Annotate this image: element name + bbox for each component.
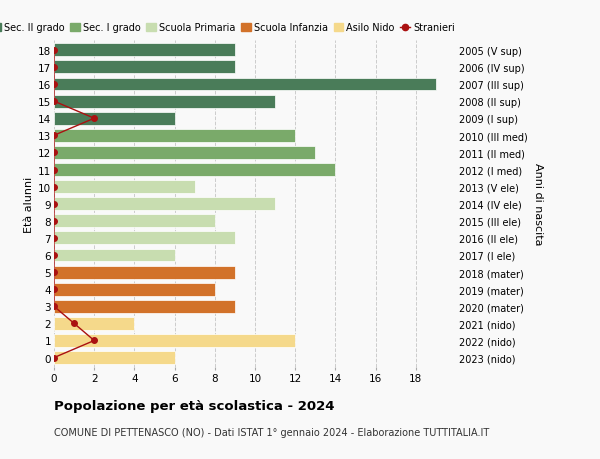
Bar	[54, 334, 295, 347]
Y-axis label: Anni di nascita: Anni di nascita	[533, 163, 543, 246]
Bar	[54, 249, 175, 262]
Legend: Sec. II grado, Sec. I grado, Scuola Primaria, Scuola Infanzia, Asilo Nido, Stran: Sec. II grado, Sec. I grado, Scuola Prim…	[0, 23, 455, 33]
Bar	[54, 129, 295, 142]
Bar	[54, 112, 175, 125]
Bar	[54, 164, 335, 177]
Bar	[54, 147, 316, 159]
Y-axis label: Età alunni: Età alunni	[24, 176, 34, 232]
Text: Popolazione per età scolastica - 2024: Popolazione per età scolastica - 2024	[54, 399, 335, 412]
Bar	[54, 95, 275, 108]
Bar	[54, 215, 215, 228]
Bar	[54, 352, 175, 364]
Text: COMUNE DI PETTENASCO (NO) - Dati ISTAT 1° gennaio 2024 - Elaborazione TUTTITALIA: COMUNE DI PETTENASCO (NO) - Dati ISTAT 1…	[54, 427, 489, 437]
Bar	[54, 181, 195, 194]
Bar	[54, 317, 134, 330]
Bar	[54, 62, 235, 74]
Bar	[54, 198, 275, 211]
Bar	[54, 300, 235, 313]
Bar	[54, 45, 235, 57]
Bar	[54, 78, 436, 91]
Bar	[54, 232, 235, 245]
Bar	[54, 266, 235, 279]
Bar	[54, 283, 215, 296]
